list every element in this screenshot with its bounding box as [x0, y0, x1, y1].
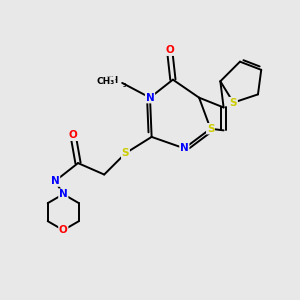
Text: O: O [69, 130, 77, 140]
Text: S: S [122, 148, 129, 158]
Text: S: S [207, 124, 214, 134]
Text: CH: CH [105, 76, 119, 85]
Text: N: N [59, 189, 68, 199]
Text: O: O [165, 45, 174, 55]
Text: S: S [230, 98, 237, 108]
Text: ₃: ₃ [123, 80, 127, 89]
Text: N: N [51, 176, 59, 186]
Text: N: N [180, 143, 189, 153]
Text: O: O [59, 225, 68, 235]
Text: CH₃: CH₃ [97, 77, 115, 86]
Text: N: N [146, 93, 154, 103]
